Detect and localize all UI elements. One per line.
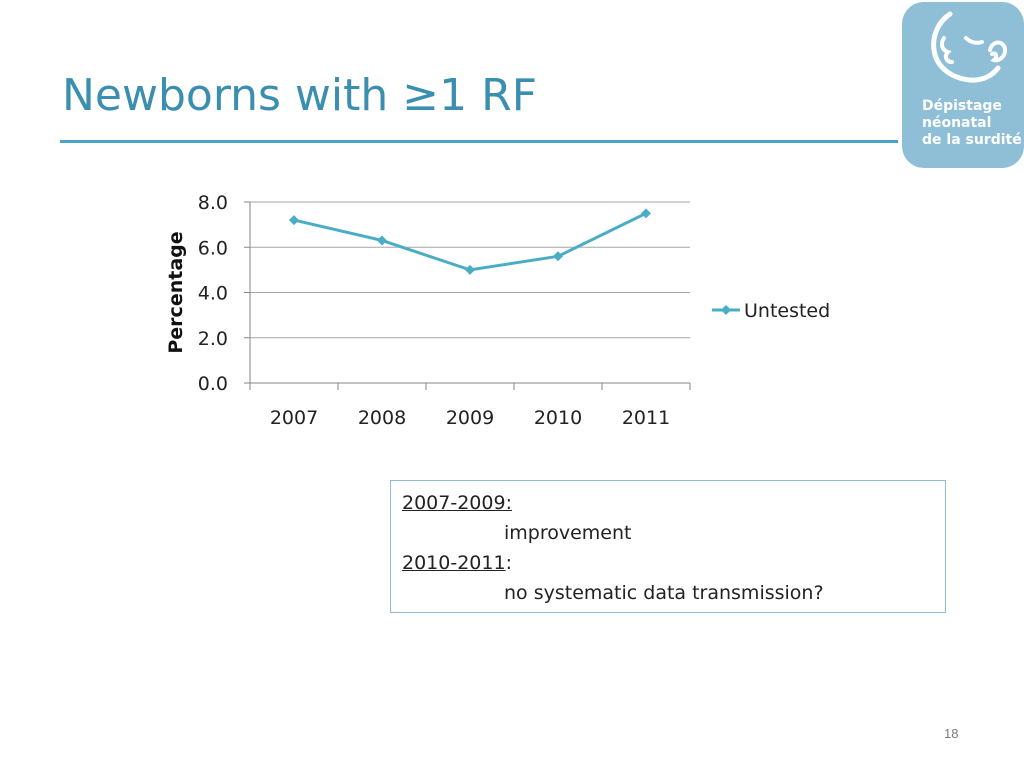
line-chart: 0.0 2.0 4.0 6.0 8.0 2007 2008 2009 2010 2011 Perce… bbox=[165, 192, 830, 429]
logo-line-3: de la surdité bbox=[922, 132, 1022, 148]
depistage-logo: Dépistage néonatal de la surdité bbox=[902, 2, 1024, 168]
x-tick-label: 2011 bbox=[622, 407, 670, 429]
title-divider bbox=[60, 140, 898, 143]
y-axis-title: Percentage bbox=[165, 231, 187, 353]
y-tick-label: 4.0 bbox=[198, 283, 228, 305]
data-point bbox=[289, 215, 299, 226]
legend-label: Untested bbox=[744, 300, 830, 322]
legend-marker bbox=[721, 305, 731, 315]
note-box: 2007-2009: improvement 2010-2011: no sys… bbox=[390, 480, 946, 613]
y-tick-label: 2.0 bbox=[198, 328, 228, 350]
note-period-2: 2010-2011 bbox=[402, 552, 506, 574]
y-tick-label: 0.0 bbox=[198, 373, 228, 395]
note-period-2-line: 2010-2011: bbox=[402, 552, 512, 574]
note-finding-1: improvement bbox=[504, 522, 632, 544]
data-point bbox=[553, 251, 563, 262]
x-tick-label: 2009 bbox=[446, 407, 494, 429]
x-tick-label: 2010 bbox=[534, 407, 582, 429]
x-tick-label: 2008 bbox=[358, 407, 406, 429]
y-tick-label: 8.0 bbox=[198, 192, 228, 214]
data-point bbox=[465, 264, 475, 275]
y-tick-label: 6.0 bbox=[198, 237, 228, 259]
logo-line-1: Dépistage bbox=[922, 98, 1002, 114]
page-number: 18 bbox=[944, 726, 959, 741]
note-period-1: 2007-2009: bbox=[402, 492, 512, 514]
note-period-2-suffix: : bbox=[505, 552, 512, 574]
x-tick-label: 2007 bbox=[270, 407, 318, 429]
data-point bbox=[641, 208, 651, 219]
baby-ear-icon bbox=[931, 11, 1007, 83]
data-point bbox=[377, 235, 387, 246]
slide-title: Newborns with ≥1 RF bbox=[62, 70, 537, 121]
logo-line-2: néonatal bbox=[922, 115, 992, 131]
logo-text: Dépistage néonatal de la surdité bbox=[922, 98, 1022, 149]
series-line bbox=[293, 211, 647, 272]
note-finding-2: no systematic data transmission? bbox=[504, 582, 824, 604]
